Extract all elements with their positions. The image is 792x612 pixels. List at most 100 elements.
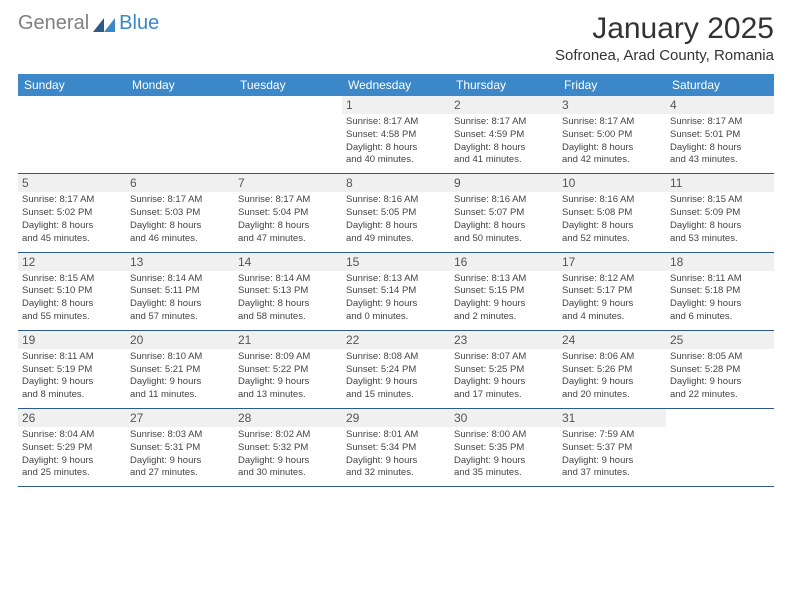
- day-detail-line: and 13 minutes.: [238, 389, 338, 402]
- day-detail-line: Daylight: 9 hours: [454, 455, 554, 468]
- day-detail-line: Daylight: 9 hours: [670, 376, 770, 389]
- day-detail-line: and 22 minutes.: [670, 389, 770, 402]
- day-number: 7: [234, 174, 342, 192]
- weekday-label: Saturday: [666, 74, 774, 96]
- calendar-cell-empty: [18, 96, 126, 173]
- day-detail-line: and 0 minutes.: [346, 311, 446, 324]
- weekday-label: Thursday: [450, 74, 558, 96]
- day-detail-line: Daylight: 8 hours: [22, 298, 122, 311]
- day-detail-line: Sunset: 5:29 PM: [22, 442, 122, 455]
- day-detail-line: Daylight: 9 hours: [22, 455, 122, 468]
- weekday-label: Tuesday: [234, 74, 342, 96]
- logo-text-blue: Blue: [119, 12, 159, 35]
- day-detail-line: Sunset: 5:25 PM: [454, 364, 554, 377]
- day-detail-line: Sunset: 5:21 PM: [130, 364, 230, 377]
- day-detail-line: Sunset: 5:11 PM: [130, 285, 230, 298]
- day-detail-line: Daylight: 9 hours: [454, 376, 554, 389]
- title-block: January 2025 Sofronea, Arad County, Roma…: [555, 12, 774, 64]
- day-detail-line: Daylight: 9 hours: [562, 376, 662, 389]
- day-number: 30: [450, 409, 558, 427]
- calendar-cell-empty: [234, 96, 342, 173]
- day-number: 12: [18, 253, 126, 271]
- calendar-cell: 18Sunrise: 8:11 AMSunset: 5:18 PMDayligh…: [666, 253, 774, 330]
- calendar-week: 1Sunrise: 8:17 AMSunset: 4:58 PMDaylight…: [18, 96, 774, 174]
- day-detail-line: and 42 minutes.: [562, 154, 662, 167]
- calendar-cell: 8Sunrise: 8:16 AMSunset: 5:05 PMDaylight…: [342, 174, 450, 251]
- day-detail-line: and 25 minutes.: [22, 467, 122, 480]
- day-detail-line: and 11 minutes.: [130, 389, 230, 402]
- day-number: 31: [558, 409, 666, 427]
- calendar-cell: 11Sunrise: 8:15 AMSunset: 5:09 PMDayligh…: [666, 174, 774, 251]
- day-number: 23: [450, 331, 558, 349]
- day-number: 14: [234, 253, 342, 271]
- weeks-container: 1Sunrise: 8:17 AMSunset: 4:58 PMDaylight…: [18, 96, 774, 487]
- day-detail-line: and 46 minutes.: [130, 233, 230, 246]
- calendar-cell-empty: [126, 96, 234, 173]
- day-detail-line: Daylight: 8 hours: [670, 142, 770, 155]
- day-detail-line: Daylight: 8 hours: [562, 142, 662, 155]
- day-number: 26: [18, 409, 126, 427]
- calendar-week: 5Sunrise: 8:17 AMSunset: 5:02 PMDaylight…: [18, 174, 774, 252]
- day-number: 5: [18, 174, 126, 192]
- header-bar: General Blue January 2025 Sofronea, Arad…: [18, 12, 774, 64]
- day-detail-line: Sunset: 5:08 PM: [562, 207, 662, 220]
- day-number: 1: [342, 96, 450, 114]
- day-detail-line: Sunrise: 8:10 AM: [130, 351, 230, 364]
- day-detail-line: Sunrise: 8:14 AM: [130, 273, 230, 286]
- day-detail-line: Sunset: 4:58 PM: [346, 129, 446, 142]
- weekday-header-row: SundayMondayTuesdayWednesdayThursdayFrid…: [18, 74, 774, 96]
- calendar-cell: 23Sunrise: 8:07 AMSunset: 5:25 PMDayligh…: [450, 331, 558, 408]
- day-detail-line: Sunrise: 8:04 AM: [22, 429, 122, 442]
- day-detail-line: Sunrise: 8:16 AM: [454, 194, 554, 207]
- calendar-cell: 9Sunrise: 8:16 AMSunset: 5:07 PMDaylight…: [450, 174, 558, 251]
- day-detail-line: Sunset: 5:01 PM: [670, 129, 770, 142]
- day-detail-line: and 17 minutes.: [454, 389, 554, 402]
- day-detail-line: Daylight: 9 hours: [346, 298, 446, 311]
- day-detail-line: Daylight: 9 hours: [238, 376, 338, 389]
- day-detail-line: Sunrise: 8:00 AM: [454, 429, 554, 442]
- day-detail-line: and 47 minutes.: [238, 233, 338, 246]
- day-detail-line: Sunrise: 8:05 AM: [670, 351, 770, 364]
- calendar-week: 19Sunrise: 8:11 AMSunset: 5:19 PMDayligh…: [18, 331, 774, 409]
- calendar-cell: 16Sunrise: 8:13 AMSunset: 5:15 PMDayligh…: [450, 253, 558, 330]
- day-number: 29: [342, 409, 450, 427]
- day-detail-line: Sunrise: 8:17 AM: [22, 194, 122, 207]
- day-detail-line: Sunset: 5:14 PM: [346, 285, 446, 298]
- calendar-cell: 3Sunrise: 8:17 AMSunset: 5:00 PMDaylight…: [558, 96, 666, 173]
- calendar-cell: 2Sunrise: 8:17 AMSunset: 4:59 PMDaylight…: [450, 96, 558, 173]
- day-detail-line: Sunrise: 8:16 AM: [346, 194, 446, 207]
- day-number: 17: [558, 253, 666, 271]
- day-detail-line: Sunset: 5:22 PM: [238, 364, 338, 377]
- day-number: 6: [126, 174, 234, 192]
- day-detail-line: Daylight: 9 hours: [562, 455, 662, 468]
- day-detail-line: Sunrise: 8:17 AM: [238, 194, 338, 207]
- day-detail-line: Sunrise: 8:12 AM: [562, 273, 662, 286]
- day-detail-line: Sunrise: 8:17 AM: [346, 116, 446, 129]
- calendar-cell: 1Sunrise: 8:17 AMSunset: 4:58 PMDaylight…: [342, 96, 450, 173]
- weekday-label: Sunday: [18, 74, 126, 96]
- day-number: 13: [126, 253, 234, 271]
- day-detail-line: Sunrise: 8:06 AM: [562, 351, 662, 364]
- day-detail-line: and 53 minutes.: [670, 233, 770, 246]
- calendar-cell: 4Sunrise: 8:17 AMSunset: 5:01 PMDaylight…: [666, 96, 774, 173]
- day-detail-line: and 40 minutes.: [346, 154, 446, 167]
- day-number: 28: [234, 409, 342, 427]
- day-detail-line: Sunset: 5:04 PM: [238, 207, 338, 220]
- day-detail-line: Sunset: 5:10 PM: [22, 285, 122, 298]
- day-detail-line: Sunset: 5:26 PM: [562, 364, 662, 377]
- calendar-cell: 30Sunrise: 8:00 AMSunset: 5:35 PMDayligh…: [450, 409, 558, 486]
- day-detail-line: Sunrise: 8:15 AM: [670, 194, 770, 207]
- day-detail-line: Daylight: 9 hours: [130, 455, 230, 468]
- calendar-cell: 14Sunrise: 8:14 AMSunset: 5:13 PMDayligh…: [234, 253, 342, 330]
- day-detail-line: and 35 minutes.: [454, 467, 554, 480]
- day-detail-line: Sunrise: 8:17 AM: [454, 116, 554, 129]
- day-detail-line: Daylight: 9 hours: [346, 376, 446, 389]
- calendar-cell: 31Sunrise: 7:59 AMSunset: 5:37 PMDayligh…: [558, 409, 666, 486]
- day-detail-line: and 55 minutes.: [22, 311, 122, 324]
- day-detail-line: Daylight: 9 hours: [562, 298, 662, 311]
- day-detail-line: Sunset: 5:37 PM: [562, 442, 662, 455]
- day-detail-line: Daylight: 8 hours: [238, 220, 338, 233]
- day-detail-line: Daylight: 8 hours: [346, 220, 446, 233]
- day-number: [126, 96, 234, 114]
- day-detail-line: Sunrise: 8:11 AM: [670, 273, 770, 286]
